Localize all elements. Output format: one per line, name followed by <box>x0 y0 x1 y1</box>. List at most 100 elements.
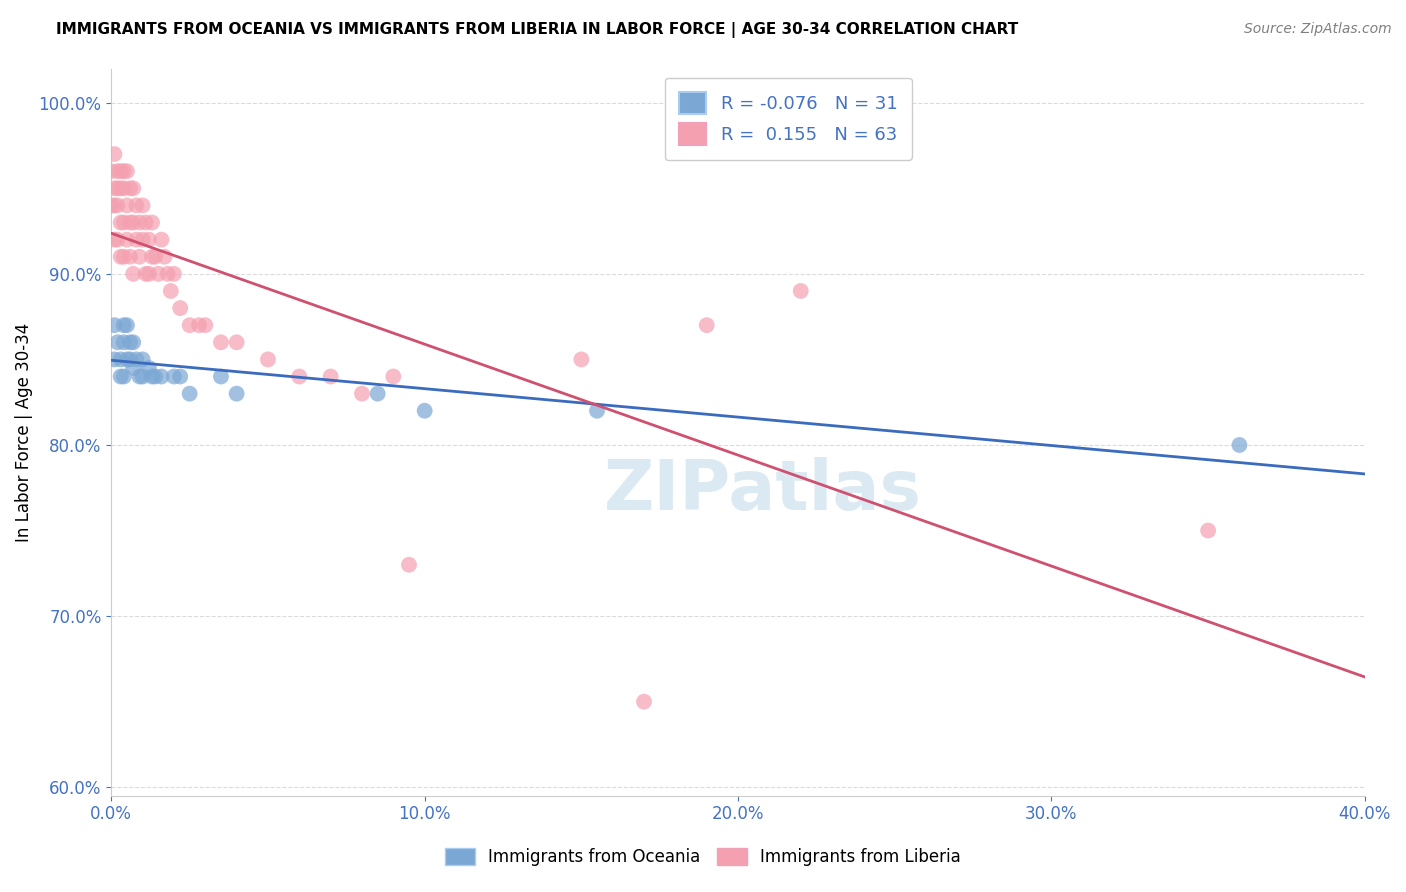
Point <box>110 369 132 384</box>
Point <box>131 198 153 212</box>
Point <box>153 250 176 264</box>
Point <box>115 164 138 178</box>
Point <box>103 318 125 333</box>
Point <box>209 335 232 350</box>
Point <box>135 267 157 281</box>
Point <box>107 164 129 178</box>
Point <box>159 284 181 298</box>
Point <box>120 250 142 264</box>
Point <box>103 352 125 367</box>
Point <box>156 267 179 281</box>
Text: Source: ZipAtlas.com: Source: ZipAtlas.com <box>1244 22 1392 37</box>
Point <box>398 558 420 572</box>
Point <box>110 250 132 264</box>
Point <box>138 233 160 247</box>
Point <box>143 369 166 384</box>
Point <box>120 335 142 350</box>
Point <box>790 284 813 298</box>
Point <box>103 181 125 195</box>
Point <box>257 352 280 367</box>
Point <box>122 181 145 195</box>
Point <box>150 233 173 247</box>
Point <box>367 386 389 401</box>
Point <box>125 198 148 212</box>
Point <box>1229 438 1251 452</box>
Point <box>115 233 138 247</box>
Point <box>163 369 186 384</box>
Point <box>112 215 135 229</box>
Point <box>122 215 145 229</box>
Legend: Immigrants from Oceania, Immigrants from Liberia: Immigrants from Oceania, Immigrants from… <box>436 840 970 875</box>
Y-axis label: In Labor Force | Age 30-34: In Labor Force | Age 30-34 <box>15 323 32 541</box>
Point <box>141 250 163 264</box>
Point <box>103 198 125 212</box>
Point <box>288 369 311 384</box>
Point <box>128 369 150 384</box>
Point <box>100 164 122 178</box>
Point <box>107 233 129 247</box>
Point <box>110 352 132 367</box>
Point <box>122 267 145 281</box>
Text: ZIPatlas: ZIPatlas <box>605 457 922 524</box>
Point <box>103 147 125 161</box>
Point <box>382 369 405 384</box>
Point <box>141 369 163 384</box>
Point <box>110 215 132 229</box>
Point <box>163 267 186 281</box>
Point <box>633 695 655 709</box>
Point <box>112 181 135 195</box>
Point <box>1197 524 1219 538</box>
Point <box>103 233 125 247</box>
Point <box>107 335 129 350</box>
Point <box>128 250 150 264</box>
Point <box>148 267 170 281</box>
Point <box>112 335 135 350</box>
Point <box>131 233 153 247</box>
Point <box>115 318 138 333</box>
Point <box>120 181 142 195</box>
Point <box>179 386 201 401</box>
Point <box>125 233 148 247</box>
Point <box>131 352 153 367</box>
Point <box>150 369 173 384</box>
Text: IMMIGRANTS FROM OCEANIA VS IMMIGRANTS FROM LIBERIA IN LABOR FORCE | AGE 30-34 CO: IMMIGRANTS FROM OCEANIA VS IMMIGRANTS FR… <box>56 22 1018 38</box>
Point <box>413 403 436 417</box>
Point <box>350 386 373 401</box>
Point <box>107 181 129 195</box>
Point <box>188 318 211 333</box>
Point <box>122 361 145 376</box>
Point <box>112 318 135 333</box>
Point <box>112 164 135 178</box>
Point <box>125 352 148 367</box>
Point <box>138 267 160 281</box>
Point <box>110 164 132 178</box>
Point <box>120 215 142 229</box>
Point <box>115 198 138 212</box>
Point <box>110 181 132 195</box>
Point <box>100 198 122 212</box>
Point <box>135 215 157 229</box>
Point <box>141 215 163 229</box>
Point <box>169 369 191 384</box>
Point <box>122 335 145 350</box>
Point <box>131 369 153 384</box>
Point <box>586 403 609 417</box>
Point <box>169 301 191 315</box>
Point <box>115 352 138 367</box>
Point <box>112 369 135 384</box>
Point <box>319 369 342 384</box>
Point <box>138 361 160 376</box>
Point <box>120 352 142 367</box>
Point <box>112 250 135 264</box>
Point <box>194 318 217 333</box>
Point <box>179 318 201 333</box>
Point <box>107 198 129 212</box>
Point <box>696 318 718 333</box>
Point <box>225 386 247 401</box>
Point <box>143 250 166 264</box>
Point <box>209 369 232 384</box>
Point <box>128 215 150 229</box>
Legend: R = -0.076   N = 31, R =  0.155   N = 63: R = -0.076 N = 31, R = 0.155 N = 63 <box>665 78 911 160</box>
Point <box>569 352 592 367</box>
Point <box>225 335 247 350</box>
